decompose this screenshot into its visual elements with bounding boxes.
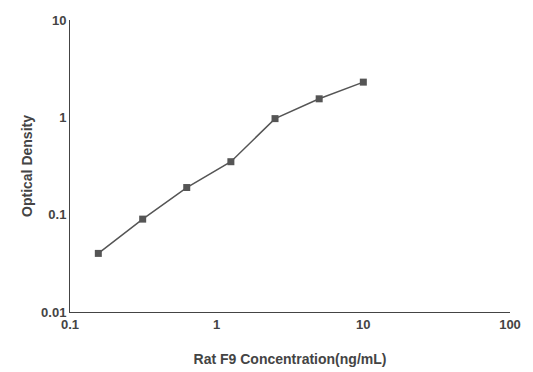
svg-text:0.01: 0.01: [41, 305, 66, 320]
svg-text:Rat F9 Concentration(ng/mL): Rat F9 Concentration(ng/mL): [194, 351, 387, 367]
svg-text:10: 10: [356, 317, 370, 332]
svg-text:10: 10: [52, 13, 66, 28]
svg-text:1: 1: [213, 317, 220, 332]
svg-text:Optical Density: Optical Density: [19, 115, 35, 217]
svg-text:0.1: 0.1: [48, 207, 66, 222]
svg-text:100: 100: [499, 317, 521, 332]
svg-text:1: 1: [59, 110, 66, 125]
svg-text:0.1: 0.1: [61, 317, 79, 332]
